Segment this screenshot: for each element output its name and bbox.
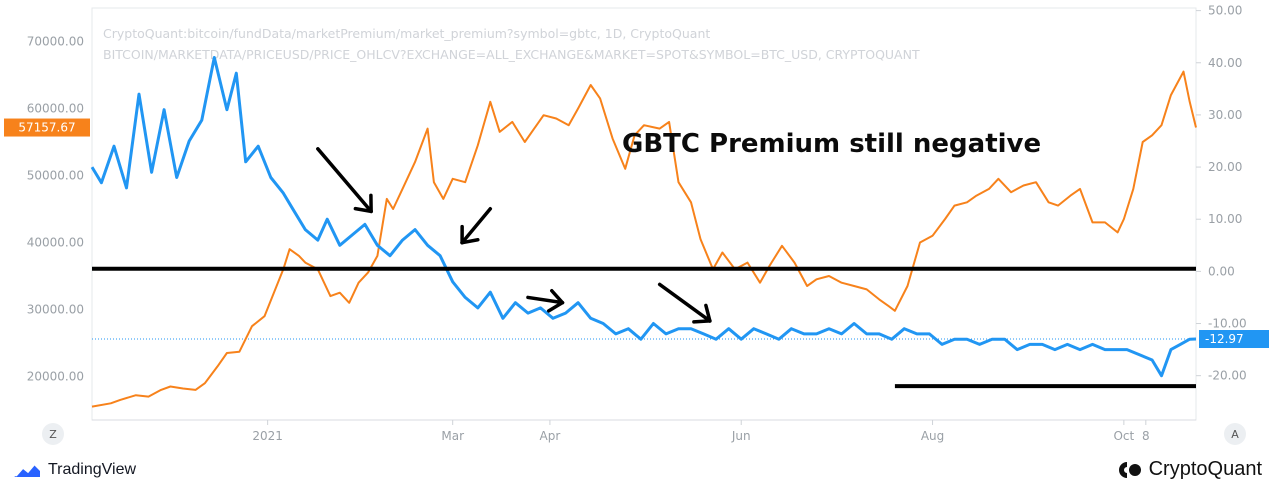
price-last-badge: [4, 118, 90, 137]
premium-last-label: -12.97: [1205, 332, 1244, 346]
arrow-head-stroke: [692, 319, 712, 324]
cryptoquant-mark-icon: [1118, 461, 1141, 478]
source-legend: CryptoQuant:bitcoin/fundData/marketPremi…: [103, 26, 920, 62]
zoom-reset-button[interactable]: Z: [42, 423, 64, 445]
right-tick-label: 40.00: [1208, 56, 1242, 70]
premium-series-line: [90, 56, 1197, 378]
right-tick-label: 10.00: [1208, 212, 1242, 226]
arrow-mark: [526, 288, 565, 313]
x-tick-label: Jun: [731, 429, 751, 443]
cryptoquant-label: CryptoQuant: [1148, 458, 1262, 480]
source-line-2: BITCOIN/MARKETDATA/PRICEUSD/PRICE_OHLCV?…: [103, 47, 920, 62]
last-value-badges: 57157.67 -12.97: [4, 118, 1269, 349]
tradingview-label: TradingView: [48, 461, 137, 478]
left-tick-label: 70000.00: [27, 34, 84, 48]
plot-frame: [91, 7, 1197, 421]
arrow-head-stroke: [550, 288, 565, 305]
horizontal-levels: [92, 266, 1196, 389]
x-tick-label: Oct: [1113, 429, 1134, 443]
left-tick-label: 20000.00: [27, 369, 84, 383]
arrow-mark: [316, 147, 373, 214]
arrow-shaft: [657, 282, 712, 323]
x-tick-label: Aug: [921, 429, 944, 443]
arrow-annotations: [316, 147, 712, 324]
x-axis: 2021 Mar Apr Jun Aug Oct 8: [252, 420, 1150, 443]
series-layer: [90, 56, 1197, 408]
left-axis: 20000.00 30000.00 40000.00 50000.00 60000.00…: [27, 34, 84, 383]
auto-scale-button[interactable]: A: [1224, 423, 1246, 445]
x-tick-label: 2021: [252, 429, 283, 443]
annotation-text: GBTC Premium still negative: [622, 129, 1041, 159]
left-tick-label: 40000.00: [27, 235, 84, 249]
arrow-shaft: [526, 295, 565, 305]
arrow-head-stroke: [460, 237, 480, 245]
source-line-1: CryptoQuant:bitcoin/fundData/marketPremi…: [103, 26, 710, 41]
right-tick-label: 0.00: [1208, 264, 1235, 278]
left-tick-label: 50000.00: [27, 168, 84, 182]
x-tick-label: Mar: [441, 429, 464, 443]
left-tick-label: 30000.00: [27, 302, 84, 316]
x-tick-label: 8: [1142, 429, 1150, 443]
price-last-label: 57157.67: [18, 121, 75, 135]
right-tick-label: -10.00: [1208, 317, 1247, 331]
right-tick-label: 50.00: [1208, 4, 1242, 18]
tradingview-cloud-icon: [14, 464, 40, 477]
arrow-shaft: [316, 147, 373, 214]
price-series-line: [91, 70, 1197, 408]
arrow-head-stroke: [353, 206, 373, 214]
tradingview-logo: TradingView: [12, 460, 136, 480]
right-tick-label: -20.00: [1208, 369, 1247, 383]
right-tick-label: 30.00: [1208, 108, 1242, 122]
x-tick-label: Apr: [540, 429, 561, 443]
left-tick-label: 60000.00: [27, 101, 84, 115]
right-tick-label: 20.00: [1208, 160, 1242, 174]
arrow-shaft: [460, 207, 493, 245]
arrow-mark: [657, 282, 712, 324]
arrow-head-stroke: [704, 303, 712, 323]
premium-last-badge: [1199, 330, 1269, 349]
arrow-mark: [460, 207, 493, 245]
cryptoquant-logo: CryptoQuant: [1117, 458, 1262, 481]
right-axis: -20.00 -10.00 0.00 10.00 20.00 30.00 40.00 50.0…: [1196, 4, 1247, 383]
arrow-head-stroke: [546, 300, 565, 313]
